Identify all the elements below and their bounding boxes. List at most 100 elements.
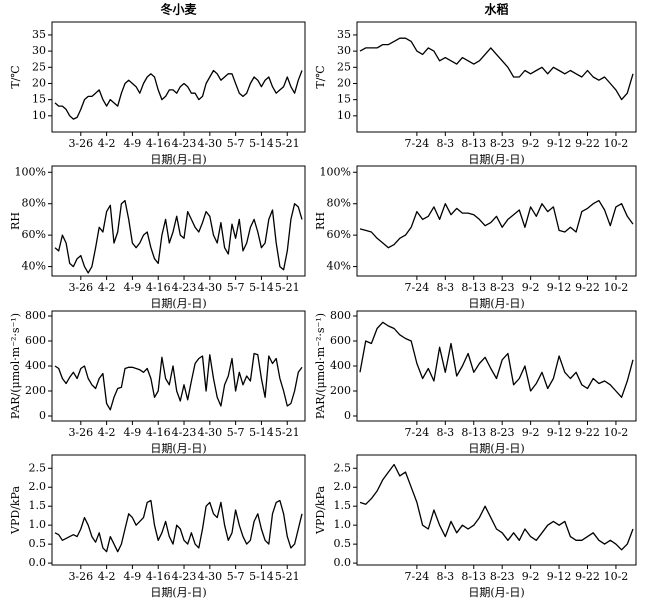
x-tick-label: 8-23 (490, 570, 515, 583)
y-tick-label: 30 (32, 44, 46, 57)
y-tick-label: 40% (327, 260, 351, 273)
plot-frame (356, 310, 637, 422)
x-tick-label: 8-3 (436, 570, 454, 583)
x-tick-label: 4-30 (197, 137, 222, 150)
y-tick-label: 800 (330, 309, 351, 322)
x-tick-label: 5-7 (227, 426, 245, 439)
x-axis-label: 日期(月-日) (150, 153, 206, 166)
x-tick-label: 5-7 (227, 281, 245, 294)
y-axis-label: VPD/kPa (314, 486, 327, 535)
chart-title: 冬小麦 (160, 2, 197, 17)
y-axis-label: RH (9, 212, 22, 230)
x-tick-label: 4-16 (146, 137, 171, 150)
x-tick-label: 8-23 (490, 281, 515, 294)
x-tick-label: 4-16 (146, 281, 171, 294)
y-tick-label: 2.5 (334, 461, 352, 474)
x-tick-label: 4-16 (146, 570, 171, 583)
x-tick-label: 9-22 (575, 426, 600, 439)
x-tick-label: 8-3 (436, 137, 454, 150)
x-axis-label: 日期(月-日) (150, 442, 206, 455)
x-tick-label: 9-22 (575, 137, 600, 150)
x-tick-label: 9-2 (522, 570, 540, 583)
plot-frame (51, 21, 306, 133)
y-tick-label: 10 (337, 109, 351, 122)
x-tick-label: 5-7 (227, 137, 245, 150)
y-tick-label: 0.5 (334, 537, 352, 550)
x-tick-label: 3-26 (68, 137, 93, 150)
plot-frame (51, 454, 306, 566)
y-tick-label: 80% (22, 197, 46, 210)
x-tick-label: 4-30 (197, 426, 222, 439)
x-tick-label: 5-14 (249, 281, 274, 294)
x-tick-label: 4-2 (98, 281, 116, 294)
x-tick-label: 4-2 (98, 426, 116, 439)
plot-frame (51, 165, 306, 277)
plot-frame (51, 310, 306, 422)
y-tick-label: 800 (25, 309, 46, 322)
y-tick-label: 1.0 (334, 518, 352, 531)
y-tick-label: 40% (22, 260, 46, 273)
x-tick-label: 8-23 (490, 137, 515, 150)
y-axis-label: PAR/(μmol·m⁻²·s⁻¹) (314, 313, 327, 419)
x-tick-label: 3-26 (68, 570, 93, 583)
y-tick-label: 200 (25, 384, 46, 397)
x-tick-label: 5-14 (249, 426, 274, 439)
x-tick-label: 9-22 (575, 281, 600, 294)
y-tick-label: 0 (39, 409, 46, 422)
x-tick-label: 9-12 (547, 570, 572, 583)
y-tick-label: 400 (25, 359, 46, 372)
x-tick-label: 9-22 (575, 570, 600, 583)
x-tick-label: 8-13 (461, 570, 486, 583)
y-tick-label: 25 (337, 60, 351, 73)
x-tick-label: 10-2 (604, 426, 629, 439)
x-tick-label: 4-9 (124, 137, 142, 150)
plot-frame (356, 165, 637, 277)
x-tick-label: 4-30 (197, 570, 222, 583)
x-tick-label: 7-24 (405, 426, 430, 439)
y-tick-label: 600 (25, 334, 46, 347)
data-line (54, 69, 303, 120)
x-tick-label: 4-2 (98, 570, 116, 583)
y-tick-label: 30 (337, 44, 351, 57)
x-tick-label: 9-12 (547, 281, 572, 294)
x-tick-label: 9-12 (547, 426, 572, 439)
y-tick-label: 10 (32, 109, 46, 122)
x-tick-label: 8-3 (436, 281, 454, 294)
x-tick-label: 8-13 (461, 281, 486, 294)
data-line (359, 199, 634, 249)
x-tick-label: 10-2 (604, 570, 629, 583)
x-tick-label: 10-2 (604, 137, 629, 150)
plot-frame (356, 21, 637, 133)
x-tick-label: 9-2 (522, 426, 540, 439)
y-tick-label: 200 (330, 384, 351, 397)
x-axis-label: 日期(月-日) (468, 586, 524, 599)
x-tick-label: 7-24 (405, 281, 430, 294)
x-axis-label: 日期(月-日) (150, 297, 206, 310)
x-tick-label: 4-23 (172, 281, 197, 294)
data-line (359, 321, 634, 398)
x-tick-label: 4-2 (98, 137, 116, 150)
y-tick-label: 15 (32, 93, 46, 106)
y-tick-label: 0.0 (334, 556, 352, 569)
x-tick-label: 5-21 (275, 281, 300, 294)
x-tick-label: 4-23 (172, 137, 197, 150)
y-tick-label: 25 (32, 60, 46, 73)
data-line (54, 352, 303, 411)
y-tick-label: 0.5 (29, 537, 47, 550)
x-tick-label: 10-2 (604, 281, 629, 294)
y-tick-label: 0 (344, 409, 351, 422)
y-tick-label: 20 (337, 76, 351, 89)
x-tick-label: 5-14 (249, 137, 274, 150)
y-tick-label: 2.0 (29, 480, 47, 493)
y-tick-label: 35 (337, 28, 351, 41)
y-tick-label: 1.0 (29, 518, 47, 531)
x-tick-label: 3-26 (68, 426, 93, 439)
y-tick-label: 2.0 (334, 480, 352, 493)
y-tick-label: 1.5 (334, 499, 352, 512)
data-line (54, 199, 303, 274)
x-tick-label: 8-23 (490, 426, 515, 439)
x-tick-label: 5-21 (275, 570, 300, 583)
x-tick-label: 5-21 (275, 137, 300, 150)
y-tick-label: 400 (330, 359, 351, 372)
